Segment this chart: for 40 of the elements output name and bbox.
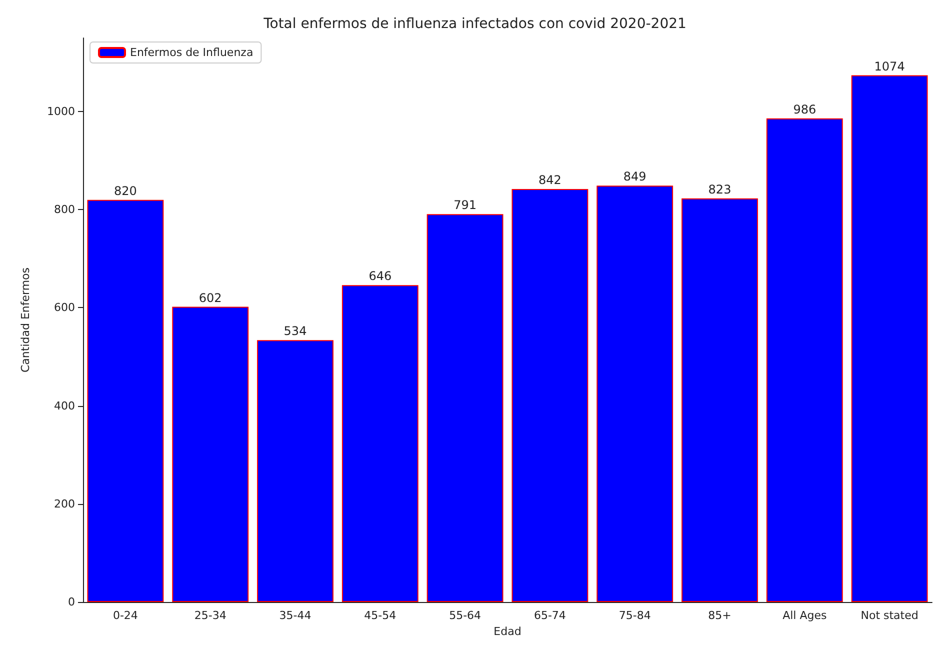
chart-title: Total enfermos de influenza infectados con covid 2020-2021 <box>262 16 686 32</box>
y-tick-label: 600 <box>54 301 75 314</box>
bar <box>766 118 843 602</box>
bar <box>851 75 928 602</box>
data-label: 986 <box>793 102 816 116</box>
x-tick-label: 85+ <box>708 609 732 622</box>
data-label: 1074 <box>874 59 905 74</box>
x-tick-label: 45-54 <box>364 609 396 622</box>
x-tick-label: 25-34 <box>194 609 226 622</box>
bar <box>172 306 249 602</box>
x-tick-label: Not stated <box>860 609 918 622</box>
x-tick-label: 75-84 <box>618 609 651 622</box>
x-axis-title: Edad <box>494 625 522 638</box>
y-tick-label: 0 <box>68 596 75 608</box>
y-tick-label: 400 <box>54 399 75 412</box>
x-tick-label: All Ages <box>782 609 827 622</box>
x-tick-label: 35-44 <box>279 609 312 622</box>
bar <box>682 198 758 602</box>
data-label: 534 <box>284 324 307 338</box>
legend-label: Enfermos de Influenza <box>130 46 254 59</box>
data-label: 602 <box>198 290 222 305</box>
y-axis-title: Cantidad Enfermos <box>19 267 32 373</box>
data-label: 791 <box>454 198 477 212</box>
bar <box>512 189 588 602</box>
x-tick-label: 55-64 <box>449 609 482 622</box>
x-tick-label: 0-24 <box>112 609 138 622</box>
bar <box>87 200 164 602</box>
bar <box>342 285 418 602</box>
data-label: 823 <box>708 182 732 196</box>
data-label: 646 <box>368 269 392 284</box>
bar <box>257 340 334 602</box>
data-label: 842 <box>538 173 562 188</box>
data-label: 849 <box>623 170 646 184</box>
y-tick-label: 1000 <box>47 105 75 118</box>
bar <box>426 214 504 602</box>
data-label: 820 <box>114 184 137 198</box>
x-tick-label: 65-74 <box>534 609 566 622</box>
y-tick-label: 800 <box>54 203 75 216</box>
bar <box>596 186 674 602</box>
y-tick-label: 200 <box>54 497 75 510</box>
